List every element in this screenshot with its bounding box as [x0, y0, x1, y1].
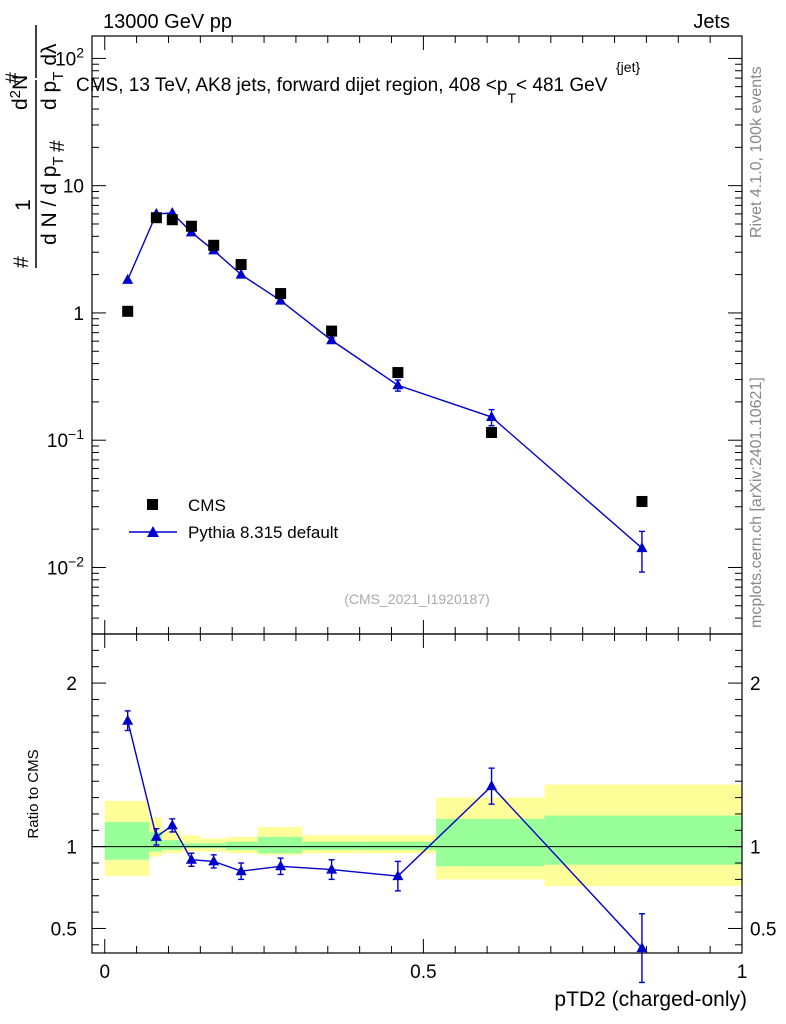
ylabel-hash: #	[10, 256, 33, 268]
cms-point	[166, 214, 178, 226]
uncertainty-band-green	[200, 843, 226, 849]
ratio-point	[150, 830, 162, 841]
main-ytick-label: 10−2	[47, 553, 84, 579]
ratio-point	[326, 863, 338, 874]
ratio-panel-frame	[91, 633, 743, 954]
ylabel-main-sup: 2	[7, 90, 24, 98]
main-panel-frame	[91, 35, 743, 635]
legend-pythia-marker	[147, 526, 159, 537]
ratio-point	[486, 780, 498, 791]
pythia-point	[122, 273, 134, 284]
cms-point	[150, 212, 162, 224]
uncertainty-band-green	[181, 843, 201, 849]
pythia-point	[636, 542, 648, 553]
uncertainty-band-green	[544, 815, 742, 865]
subtitle-tail: < 481 GeV	[516, 75, 608, 96]
svg-text:d pTdλ: d pTdλ	[38, 43, 67, 110]
ylabel-main-den-sub: T	[50, 72, 67, 81]
ylabel-main-tail: N	[9, 75, 32, 90]
pythia-point	[235, 268, 247, 279]
ratio-ylabel: Ratio to CMS	[25, 749, 42, 838]
main-ytick-label: 10	[63, 177, 84, 198]
ratio-ytick-label-right: 1	[750, 838, 761, 859]
ratio-xtick-label: 0.5	[410, 962, 436, 983]
cms-point	[486, 426, 498, 438]
cms-point	[275, 288, 287, 300]
ratio-ytick-label-right: 0.5	[750, 919, 776, 940]
main-ylabel: # 1 d N / d pT # # d2N d pTdλ	[2, 25, 69, 268]
ylabel-frac-den: d N / d p	[38, 166, 61, 245]
legend-pythia-label: Pythia 8.315 default	[188, 523, 339, 542]
subtitle-main: CMS, 13 TeV, AK8 jets, forward dijet reg…	[76, 75, 507, 96]
uncertainty-band-green	[302, 841, 360, 850]
ylabel-main-den-tail: dλ	[38, 43, 61, 66]
ratio-ytick-label-left: 2	[66, 674, 77, 695]
uncertainty-band-green	[162, 840, 182, 850]
cms-point	[122, 305, 134, 317]
ratio-ytick-label-left: 1	[66, 838, 77, 859]
uncertainty-band-green	[257, 836, 303, 854]
energy-label: 13000 GeV pp	[103, 11, 232, 33]
svg-text:#: #	[10, 256, 33, 268]
cms-point	[326, 325, 338, 337]
svg-text:d2N: d2N	[7, 75, 32, 110]
cms-point	[208, 239, 220, 251]
ratio-point	[208, 855, 220, 866]
pythia-point	[275, 294, 287, 305]
category-label: Jets	[693, 11, 730, 33]
uncertainty-band-green	[359, 841, 437, 850]
cms-point	[392, 367, 404, 379]
pythia-point	[392, 379, 404, 390]
ylabel-main-d: d	[9, 98, 32, 110]
main-ytick-label: 102	[55, 44, 84, 70]
mcplots-source-label: mcplots.cern.ch [arXiv:2401.10621]	[748, 377, 765, 628]
ratio-point	[235, 865, 247, 876]
subtitle-sub: T	[507, 90, 516, 106]
pythia-point	[326, 334, 338, 345]
rivet-version-label: Rivet 4.1.0, 100k events	[748, 66, 765, 238]
legend-cms-marker	[147, 499, 158, 510]
ratio-point	[275, 860, 287, 871]
ylabel-hash-2: #	[2, 72, 25, 84]
plot-subtitle: CMS, 13 TeV, AK8 jets, forward dijet reg…	[76, 75, 608, 106]
legend-cms-label: CMS	[188, 496, 226, 515]
uncertainty-band-green	[436, 818, 545, 867]
uncertainty-band-green	[104, 822, 150, 860]
ratio-xtick-label: 0	[99, 962, 110, 983]
ylabel-frac-num: 1	[12, 199, 35, 211]
subtitle-sup: {jet}	[616, 59, 640, 75]
ratio-point	[392, 870, 404, 881]
ylabel-frac-den-sub: T	[50, 156, 67, 165]
svg-text:d N / d pT: d N / d pT	[38, 156, 67, 245]
ratio-ytick-label-right: 2	[750, 674, 761, 695]
cms-point	[185, 220, 197, 232]
pythia-point	[486, 411, 498, 422]
ratio-xtick-label: 1	[737, 962, 748, 983]
xaxis-label: pTD2 (charged-only)	[554, 988, 747, 1011]
cms-point	[636, 495, 648, 507]
ratio-point	[185, 853, 197, 864]
analysis-id-label: (CMS_2021_I1920187)	[344, 591, 490, 607]
cms-point	[235, 259, 247, 271]
main-ytick-label: 1	[73, 304, 84, 325]
ratio-point	[122, 714, 134, 725]
ylabel-main-den: d p	[38, 81, 61, 110]
ratio-point	[636, 942, 648, 953]
ylabel-hash-3: #	[46, 140, 69, 152]
ratio-point	[166, 819, 178, 830]
main-ytick-label: 10−1	[47, 426, 84, 452]
ratio-ytick-label-left: 0.5	[51, 919, 77, 940]
uncertainty-band-green	[225, 841, 258, 850]
